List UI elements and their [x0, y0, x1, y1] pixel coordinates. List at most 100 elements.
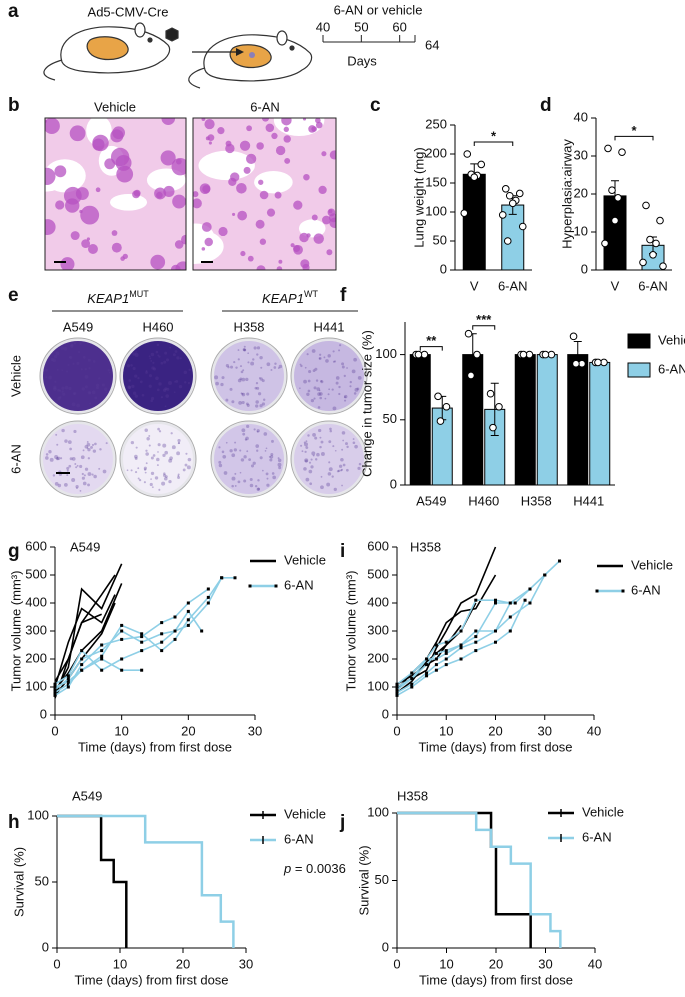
lesion — [255, 219, 265, 229]
lesion — [259, 238, 267, 245]
colony-speck — [258, 392, 262, 396]
colony-speck — [307, 389, 311, 393]
lesion — [311, 214, 318, 221]
colony-speck — [69, 457, 73, 461]
colony-speck — [59, 396, 62, 399]
colony-speck — [241, 377, 246, 382]
marker — [523, 598, 527, 602]
colony-speck — [357, 466, 361, 470]
colony-speck — [327, 472, 332, 476]
data-point — [463, 150, 472, 158]
plate-well — [123, 424, 193, 494]
group-label: KEAP1MUT — [87, 289, 149, 306]
colony-speck — [55, 351, 60, 356]
marker — [186, 623, 190, 627]
colony-speck — [74, 463, 77, 466]
colony-speck — [148, 434, 151, 437]
data-point — [498, 211, 507, 219]
colony-speck — [80, 455, 85, 460]
colony-speck — [266, 362, 271, 367]
legend-swatch — [627, 362, 651, 378]
colony-speck — [263, 398, 266, 401]
timeline-tick-label: 64 — [425, 37, 439, 52]
marker — [410, 671, 414, 675]
y-axis-label: Tumor volume (mm³) — [343, 571, 358, 692]
colony-speck — [333, 360, 337, 363]
colony-speck — [237, 358, 240, 361]
y-tick-label: 600 — [367, 538, 389, 553]
marker — [474, 598, 478, 602]
histology-label: Vehicle — [94, 99, 136, 114]
significance-label: * — [631, 123, 637, 138]
x-tick-label: H460 — [468, 493, 499, 508]
colony-speck — [146, 437, 150, 441]
colony-speck — [164, 351, 168, 355]
lesion — [284, 157, 291, 164]
lesion — [274, 191, 282, 199]
colony-speck — [95, 386, 99, 390]
colony-speck — [256, 353, 259, 356]
data-point — [505, 191, 514, 200]
colony-speck — [160, 361, 164, 365]
airspace — [198, 150, 255, 181]
colony-speck — [91, 473, 94, 476]
colony-speck — [131, 384, 135, 389]
colony-speck — [257, 487, 260, 491]
data-point — [611, 216, 619, 225]
colony-speck — [152, 361, 155, 364]
lesion — [236, 183, 247, 194]
colony-speck — [220, 382, 224, 387]
colony-speck — [300, 444, 303, 447]
colony-speck — [151, 366, 155, 370]
colony-speck — [128, 379, 131, 382]
colony-speck — [149, 357, 152, 360]
colony-speck — [318, 428, 322, 433]
colony-speck — [303, 379, 307, 384]
colony-speck — [87, 447, 91, 452]
colony-speck — [134, 394, 138, 398]
lesion — [88, 244, 98, 254]
x-tick-label: 20 — [181, 723, 195, 738]
y-tick-label: 500 — [25, 566, 47, 581]
colony-speck — [150, 456, 154, 460]
colony-speck — [239, 365, 243, 368]
colony-speck — [270, 368, 273, 371]
colony-speck — [143, 466, 147, 470]
data-point — [508, 199, 517, 208]
colony-speck — [278, 466, 282, 470]
tumor-line — [396, 599, 526, 697]
y-tick-label: 150 — [425, 174, 447, 189]
colony-speck — [304, 458, 309, 463]
data-point — [642, 201, 650, 210]
colony-speck — [84, 374, 89, 379]
colony-speck — [45, 376, 48, 379]
colony-speck — [132, 366, 136, 371]
lesion — [201, 222, 212, 232]
colony-speck — [273, 366, 277, 369]
lesion — [290, 243, 295, 248]
lesion — [201, 118, 206, 122]
colony-speck — [177, 476, 181, 480]
colony-speck — [91, 390, 96, 395]
marker — [160, 632, 164, 636]
colony-speck — [143, 481, 146, 484]
x-tick-label: 0 — [51, 723, 58, 738]
airspace — [193, 228, 224, 264]
y-tick-label: 250 — [425, 116, 447, 131]
panel-label: f — [340, 285, 347, 306]
colony-speck — [353, 357, 357, 362]
lesion — [300, 259, 310, 269]
marker — [425, 657, 429, 661]
colony-speck — [240, 458, 245, 462]
y-axis-label: Survival (%) — [11, 847, 26, 917]
colony-speck — [82, 355, 86, 359]
colony-speck — [134, 457, 138, 460]
x-tick-label: 10 — [114, 723, 128, 738]
data-point — [460, 209, 469, 217]
lesion — [237, 210, 248, 221]
colony-speck — [177, 438, 181, 443]
colony-speck — [316, 387, 321, 391]
colony-speck — [234, 485, 237, 487]
marker — [425, 674, 429, 678]
